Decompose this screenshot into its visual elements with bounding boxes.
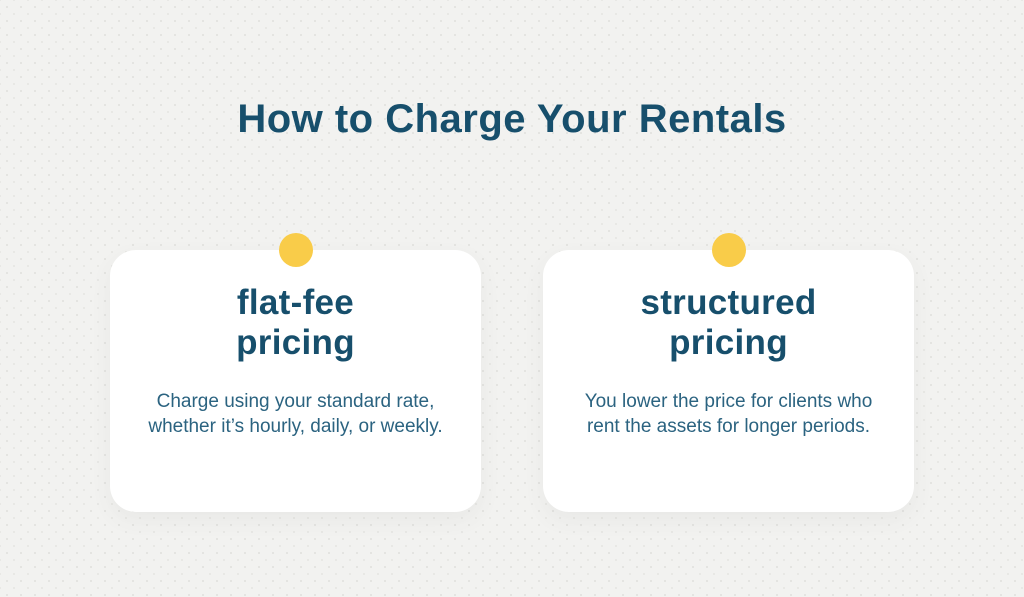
card-heading-line: structured bbox=[640, 283, 817, 322]
card-structured-pricing: structured pricing You lower the price f… bbox=[543, 233, 914, 512]
card-heading-line: flat-fee bbox=[236, 283, 355, 322]
card-heading: structured pricing bbox=[577, 283, 880, 363]
cards-row: flat-fee pricing Charge using your stand… bbox=[0, 233, 1024, 512]
card-heading: flat-fee pricing bbox=[144, 283, 447, 363]
card-flat-fee-pricing: flat-fee pricing Charge using your stand… bbox=[110, 233, 481, 512]
card-heading-line: pricing bbox=[236, 322, 355, 362]
page-title: How to Charge Your Rentals bbox=[237, 97, 787, 141]
accent-dot bbox=[278, 233, 313, 267]
card-heading-line: pricing bbox=[669, 322, 788, 362]
card-body: Charge using your standard rate, whether… bbox=[148, 390, 443, 438]
accent-dot bbox=[711, 233, 746, 267]
card-body: You lower the price for clients who rent… bbox=[584, 390, 873, 438]
